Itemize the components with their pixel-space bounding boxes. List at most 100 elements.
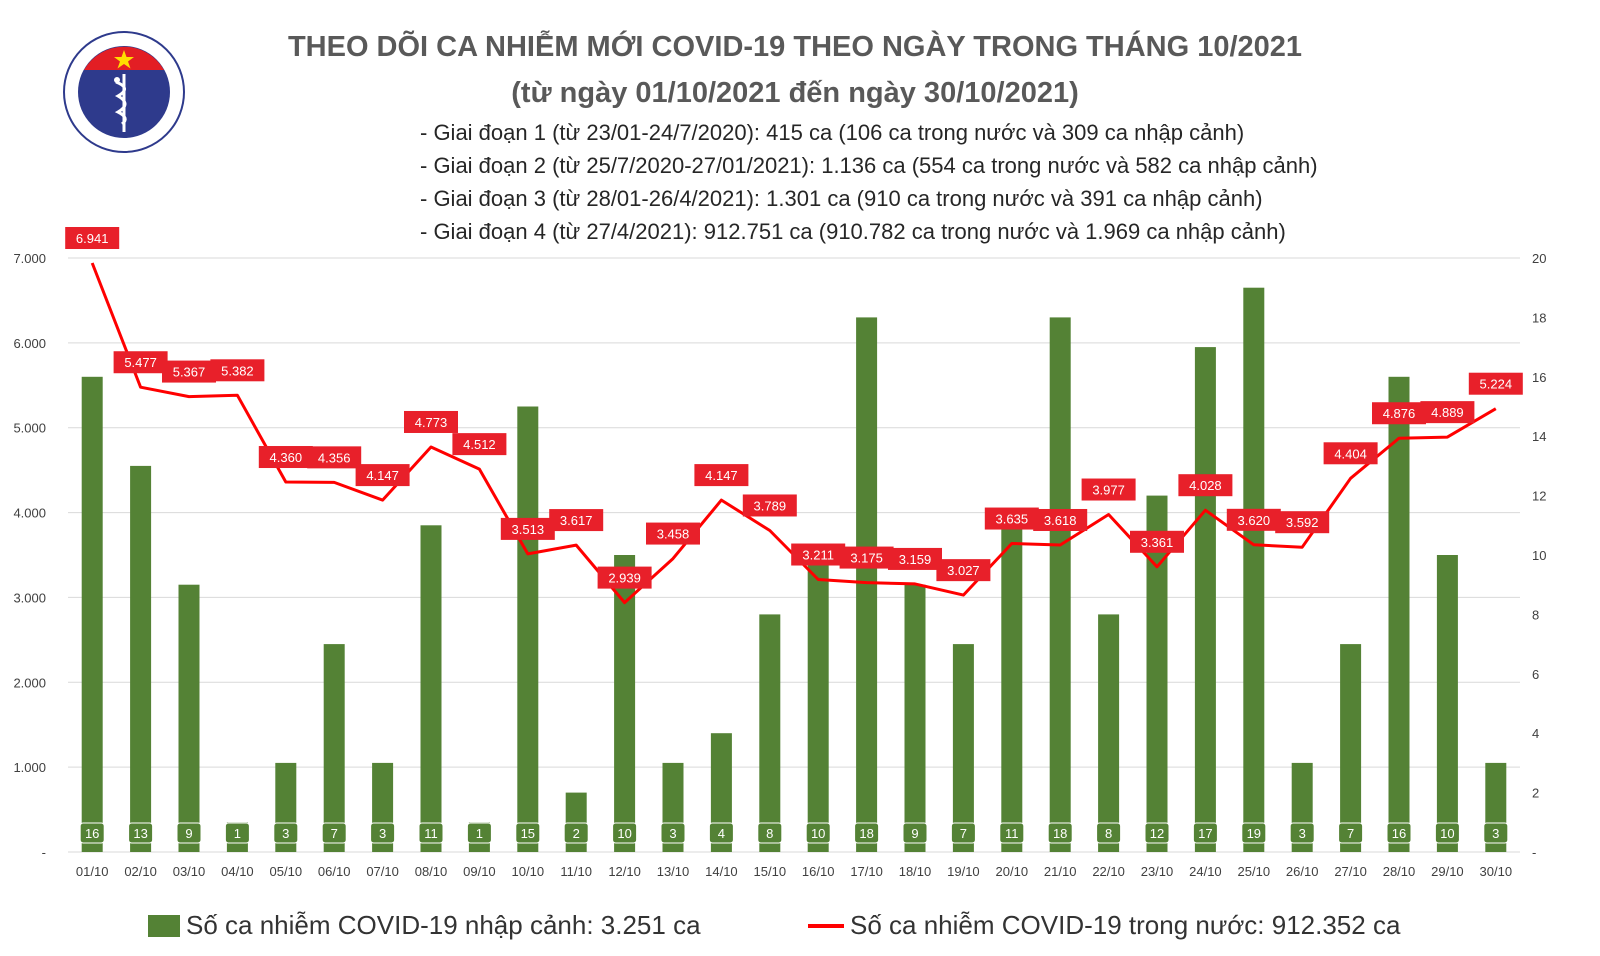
line-data-label: 3.159: [899, 552, 932, 567]
y-tick-label: 6.000: [13, 336, 46, 351]
bar-data-label: 18: [859, 826, 873, 841]
line-label-box: [355, 464, 410, 487]
line-data-label: 4.404: [1334, 446, 1367, 461]
line-label-box: [646, 522, 700, 545]
bar-label-box: [321, 822, 347, 844]
line-data-label: 5.477: [124, 355, 157, 370]
x-tick-label: 15/10: [754, 864, 787, 879]
bar: [1194, 347, 1216, 852]
bar: [952, 644, 974, 852]
y2-tick-label: 6: [1532, 667, 1539, 682]
y2-tick-label: -: [1532, 845, 1536, 860]
bar-label-box: [1241, 822, 1267, 844]
x-tick-label: 20/10: [996, 864, 1029, 879]
line-data-label: 2.939: [608, 571, 641, 586]
chart-title-block: THEO DÕI CA NHIỄM MỚI COVID-19 THEO NGÀY…: [200, 24, 1390, 116]
line-label-box: [839, 546, 894, 569]
bar-label-box: [370, 822, 396, 844]
bar-data-label: 16: [1392, 826, 1406, 841]
bar: [420, 525, 442, 852]
line-label-box: [258, 446, 313, 469]
line-data-label: 4.889: [1431, 405, 1464, 420]
bar-data-label: 9: [911, 826, 918, 841]
line-label-box: [404, 410, 458, 433]
bar-data-label: 3: [1492, 826, 1499, 841]
bar-label-box: [515, 822, 541, 844]
bar-label-box: [224, 822, 250, 844]
line-data-label: 3.789: [754, 498, 787, 513]
x-tick-label: 26/10: [1286, 864, 1319, 879]
line-data-label: 3.175: [850, 551, 883, 566]
bar-data-labels: 16 13 9 1 3 7 3 11 1 15 2 10 3 4 8 10 18 9 7 11 18 8 12 17 19 3 7 1…: [79, 822, 1509, 844]
bar-data-label: 8: [766, 826, 773, 841]
bar-label-box: [902, 822, 928, 844]
bar-label-box: [563, 822, 589, 844]
bar-label-box: [466, 822, 492, 844]
x-tick-label: 09/10: [463, 864, 496, 879]
line-label-box: [500, 517, 555, 540]
line-data-label: 3.618: [1044, 513, 1077, 528]
line-data-label: 5.382: [221, 363, 254, 378]
line-data-label: 6.941: [76, 231, 109, 246]
bar-label-box: [999, 822, 1025, 844]
line-data-label: 3.620: [1238, 513, 1271, 528]
bar-label-box: [128, 822, 154, 844]
bar: [759, 614, 781, 852]
y-axis-left-ticks: - 1.000 2.000 3.000 4.000 5.000 6.000 7.000: [13, 251, 46, 860]
y2-tick-label: 18: [1532, 310, 1546, 325]
legend-item-bar: Số ca nhiễm COVID-19 nhập cảnh: 3.251 ca: [148, 910, 701, 941]
line-label-box: [694, 464, 749, 487]
legend-line-swatch: [808, 923, 844, 928]
y2-tick-label: 8: [1532, 607, 1539, 622]
line-label-box: [742, 494, 797, 517]
bar-label-box: [950, 822, 976, 844]
bar-data-label: 4: [718, 826, 725, 841]
line-label-box: [162, 360, 216, 383]
y2-tick-label: 10: [1532, 548, 1546, 563]
bar-data-label: 10: [1440, 826, 1454, 841]
bar-data-label: 11: [424, 826, 438, 841]
y2-tick-label: 12: [1532, 489, 1546, 504]
bar: [81, 376, 103, 852]
bar: [517, 406, 539, 852]
bar-label-box: [176, 822, 202, 844]
bar-label-box: [612, 822, 638, 844]
line-label-box: [1323, 442, 1378, 465]
x-tick-label: 14/10: [705, 864, 738, 879]
chart-subtitle: (từ ngày 01/10/2021 đến ngày 30/10/2021): [511, 77, 1079, 109]
line-label-box: [1468, 372, 1523, 395]
line-data-label: 4.876: [1383, 406, 1416, 421]
x-tick-label: 28/10: [1383, 864, 1416, 879]
legend-bar-swatch: [148, 914, 180, 937]
line-data-label: 4.512: [463, 437, 496, 452]
line-label-box: [1275, 511, 1330, 534]
bar-label-box: [708, 822, 734, 844]
bar: [1001, 525, 1023, 852]
y-tick-label: 1.000: [13, 760, 46, 775]
bar-data-label: 13: [133, 826, 147, 841]
chart-title: THEO DÕI CA NHIỄM MỚI COVID-19 THEO NGÀY…: [287, 31, 1303, 63]
bar: [130, 465, 152, 852]
y-tick-label: -: [42, 845, 46, 860]
line-data-label: 3.027: [947, 563, 980, 578]
line-label-box: [452, 433, 507, 456]
bar: [904, 584, 926, 852]
bar-data-label: 8: [1105, 826, 1112, 841]
gridlines: [68, 257, 1520, 853]
bar-data-label: 3: [1299, 826, 1306, 841]
bar-label-box: [1338, 822, 1364, 844]
x-tick-label: 24/10: [1189, 864, 1222, 879]
line-label-box: [984, 507, 1039, 530]
stage-summary: - Giai đoạn 1 (từ 23/01-24/7/2020): 415 …: [420, 116, 1318, 248]
line-data-label: 3.513: [512, 522, 545, 537]
line-data-label: 4.147: [366, 468, 399, 483]
bar-data-label: 1: [476, 826, 483, 841]
line-label-box: [1033, 508, 1088, 531]
x-tick-label: 30/10: [1480, 864, 1513, 879]
y-axis-right-ticks: - 2 4 6 8 10 12 14 16 18 20: [1532, 251, 1546, 860]
line-data-label: 4.356: [318, 450, 351, 465]
bar-series: [81, 287, 1507, 852]
line-label-box: [936, 559, 991, 582]
y-tick-label: 2.000: [13, 675, 46, 690]
stage-line-4: - Giai đoạn 4 (từ 27/4/2021): 912.751 ca…: [420, 219, 1286, 244]
